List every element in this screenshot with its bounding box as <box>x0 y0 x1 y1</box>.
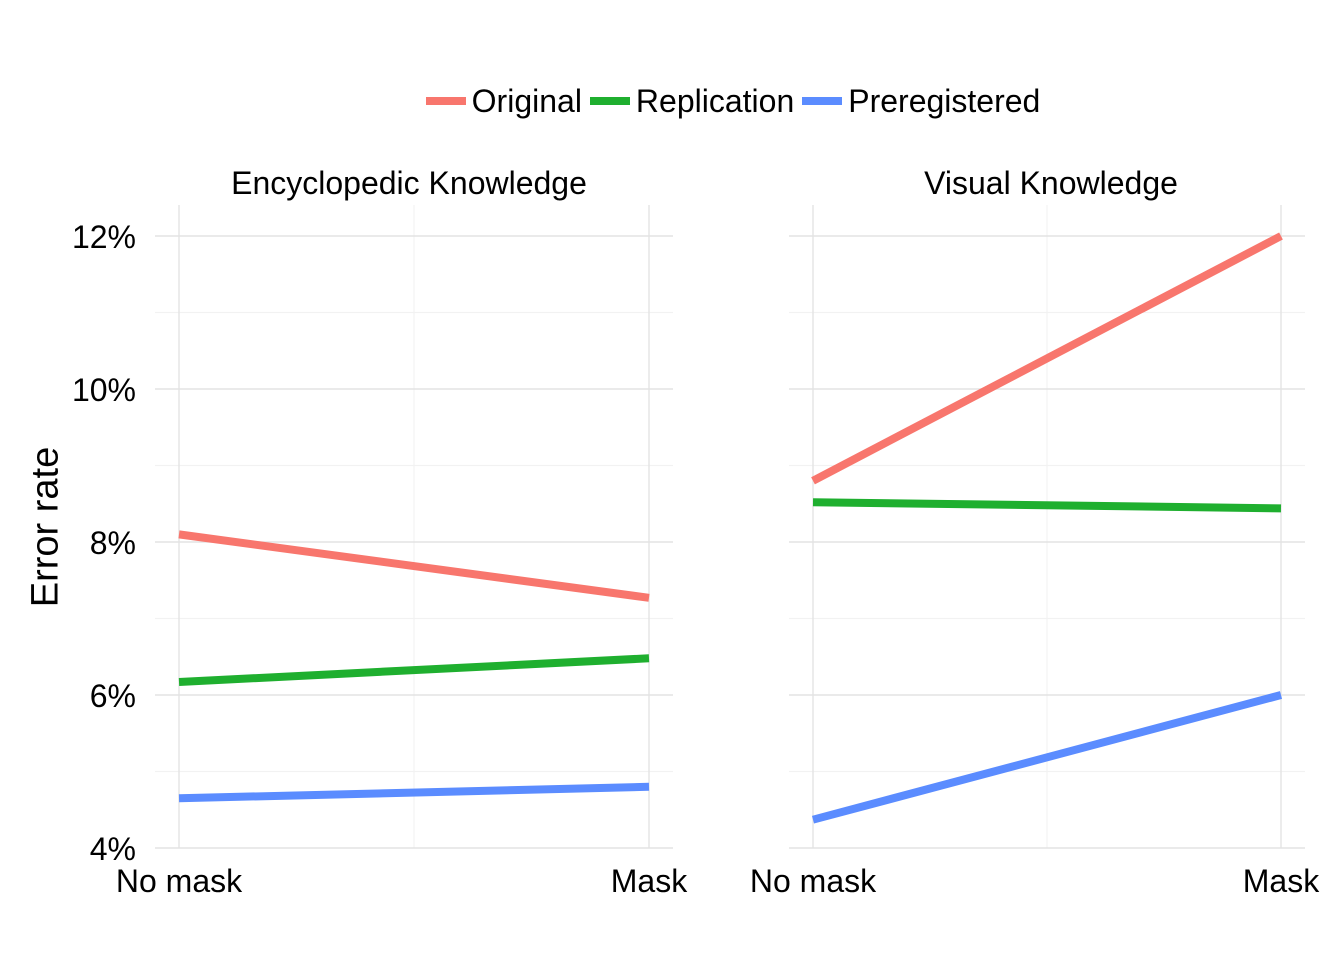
legend-item-original: Original <box>425 82 582 120</box>
legend-key <box>425 97 466 105</box>
x-tick-label: No mask <box>116 863 243 899</box>
legend-key <box>802 97 843 105</box>
legend: Original Replication Preregistered <box>0 78 1344 124</box>
chart-panels: Encyclopedic Knowledge 4% 6% 8% 10% 12% No mas… <box>72 165 1320 899</box>
y-tick-label: 4% <box>90 831 136 867</box>
legend-items: Original Replication Preregistered <box>425 82 1049 120</box>
series-line-original <box>178 530 650 602</box>
series-line-preregistered <box>811 691 1283 824</box>
legend-item-preregistered: Preregistered <box>802 83 1040 120</box>
series-line-original <box>811 232 1283 485</box>
legend-label: Preregistered <box>848 82 1041 119</box>
y-tick-label: 10% <box>72 372 136 408</box>
x-tick-label: No mask <box>750 863 877 899</box>
y-tick-label: 12% <box>72 219 136 255</box>
y-axis-title: Error rate <box>24 446 67 608</box>
legend-item-replication: Replication <box>589 82 795 120</box>
legend-key <box>589 97 630 105</box>
series-line-replication <box>812 498 1282 513</box>
panel-title: Visual Knowledge <box>924 165 1178 201</box>
legend-label: Original <box>471 82 582 119</box>
panel-2: Visual Knowledge No mask Mask <box>750 165 1320 899</box>
x-tick-label: Mask <box>1243 863 1320 899</box>
y-tick-label: 6% <box>90 678 136 714</box>
legend-label: Replication <box>635 82 795 119</box>
series-line-preregistered <box>178 782 650 803</box>
series-line-replication <box>178 654 650 686</box>
y-tick-label: 8% <box>90 525 136 561</box>
x-tick-label: Mask <box>611 863 688 899</box>
panel-title: Encyclopedic Knowledge <box>231 165 587 201</box>
panel-1: Encyclopedic Knowledge 4% 6% 8% 10% 12% No mas… <box>72 165 688 899</box>
